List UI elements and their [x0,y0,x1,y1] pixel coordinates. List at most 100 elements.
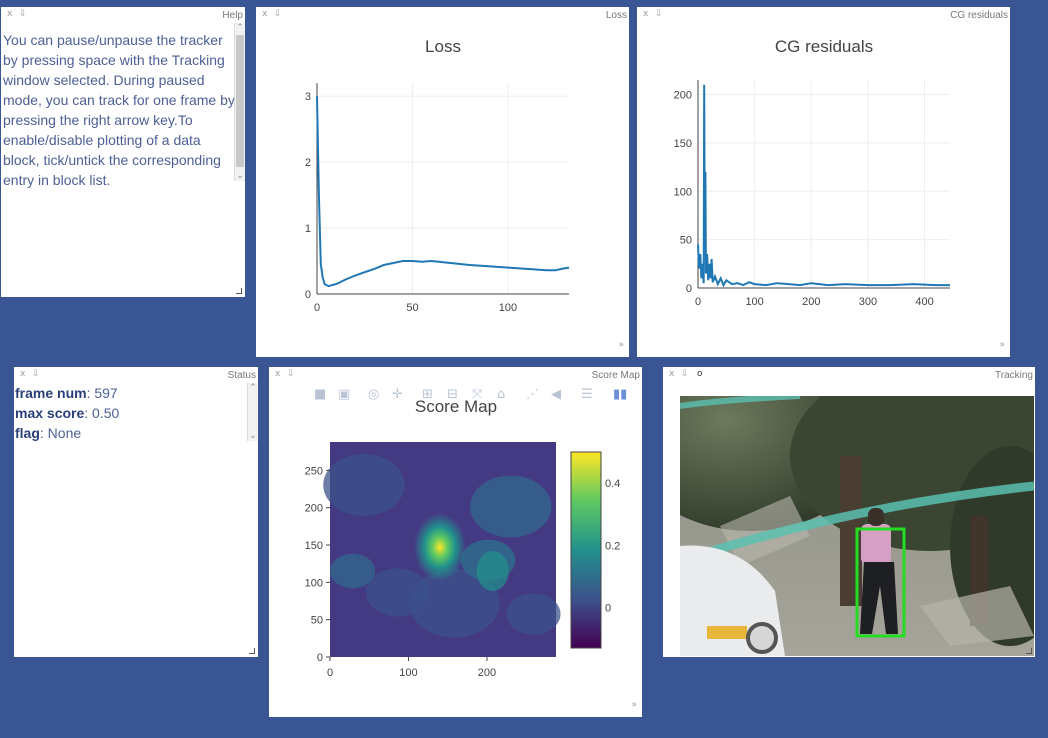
close-icon[interactable]: x [643,9,649,19]
scoremap-header: x ⇩ Score Map [269,367,642,383]
y-tick-label: 200 [305,503,323,515]
help-text: You can pause/unpause the tracker by pre… [3,32,235,188]
heatmap-blob [330,553,376,589]
hover-closest-icon[interactable]: ◀ [551,387,561,402]
series-line [697,84,950,288]
heatmap-blob [506,593,561,635]
status-label: frame num [15,385,87,401]
zoom-icon[interactable]: ◎ [368,387,380,402]
x-tick-label: 200 [478,667,496,679]
tracking-pane: x ⇩ o Tracking [663,367,1035,657]
pin-icon[interactable]: ⇩ [32,369,40,379]
scoremap-chart[interactable]: Score Map 0 100 200 0 50 100 150 200 250 0 0.2 0.4 [269,367,642,717]
heatmap-blob [366,568,430,617]
pin-icon[interactable]: ⇩ [655,9,663,19]
y-tick-label: 0 [686,283,692,295]
scroll-down-icon[interactable]: ⌄ [249,431,257,441]
cg-chart[interactable]: CG residuals 0 100 200 300 400 0 50 100 150 200 [637,7,1010,357]
cg-pane: x ⇩ CG residuals CG residuals 0 100 200 300 4… [637,7,1010,357]
autoscale-icon[interactable]: ⤧ [472,387,483,402]
y-tick-label: 3 [305,91,311,103]
x-tick-label: 100 [499,302,517,314]
resize-handle[interactable] [236,288,242,294]
status-value: : 597 [86,385,118,401]
close-icon[interactable]: x [262,9,268,19]
close-icon[interactable]: x [20,369,26,379]
status-label: max score [15,405,85,421]
settings-icon[interactable]: o [697,369,703,379]
resize-handle[interactable] [249,648,255,654]
loss-chart[interactable]: Loss 0 50 100 0 1 2 3 [256,7,629,357]
y-tick-label: 0 [317,652,323,664]
pin-icon[interactable]: ⇩ [681,369,689,379]
cg-header: x ⇩ CG residuals [637,7,1010,23]
person-legs [860,562,898,634]
status-list: frame num: 597 max score: 0.50 flag: Non… [15,383,119,443]
y-tick-label: 200 [674,90,692,102]
scroll-up-icon[interactable]: ⌃ [236,23,244,33]
tracking-header: x ⇩ o Tracking [663,367,1035,383]
y-tick-label: 150 [674,138,692,150]
tracking-frame[interactable] [680,396,1034,656]
colorbar-tick-label: 0 [605,603,611,615]
y-tick-label: 1 [305,223,311,235]
zoom-out-icon[interactable]: ⊟ [447,387,458,402]
resize-handle[interactable] [1026,648,1032,654]
hover-compare-icon[interactable]: ☰ [581,387,593,402]
status-value: : 0.50 [84,405,120,421]
close-icon[interactable]: x [7,9,13,19]
status-row-frame: frame num: 597 [15,383,119,403]
y-tick-label: 50 [680,235,692,247]
pan-icon[interactable]: ✛ [392,387,403,402]
x-tick-label: 0 [314,302,320,314]
scroll-up-icon[interactable]: ⌃ [249,383,257,393]
heatmap-blob [323,454,405,516]
heatmap-peak [413,513,466,582]
scroll-down-icon[interactable]: ⌄ [236,171,244,181]
x-tick-label: 100 [745,296,763,308]
camera-icon[interactable]: ■ [314,387,327,402]
y-tick-label: 250 [305,465,323,477]
status-label: flag [15,425,40,441]
loss-header: x ⇩ Loss [256,7,629,23]
x-tick-label: 100 [399,667,417,679]
person-head [868,508,884,526]
status-header: x ⇩ Status [14,367,258,383]
pane-title: Score Map [591,370,640,381]
y-tick-label: 50 [311,615,323,627]
colorbar [570,451,602,649]
pane-title: Loss [605,10,627,21]
expand-icon[interactable]: » [618,340,624,350]
close-icon[interactable]: x [669,369,675,379]
help-scrollbar[interactable]: ⌃ ⌄ [234,23,245,181]
y-tick-label: 0 [305,289,311,301]
pin-icon[interactable]: ⇩ [19,9,27,19]
zoom-in-icon[interactable]: ⊞ [422,387,433,402]
curb [920,586,1034,646]
status-scrollbar[interactable]: ⌃ ⌄ [247,383,258,441]
expand-icon[interactable]: » [631,700,637,710]
home-icon[interactable]: ⌂ [497,387,506,402]
heatmap-blob [409,568,500,638]
expand-icon[interactable]: » [999,340,1005,350]
pin-icon[interactable]: ⇩ [274,9,282,19]
x-tick-label: 0 [327,667,333,679]
save-icon[interactable]: ▣ [338,387,351,402]
close-icon[interactable]: x [275,369,281,379]
person-torso [861,524,891,564]
pin-icon[interactable]: ⇩ [287,369,295,379]
help-header: x ⇩ Help [1,7,245,23]
chart-title: Score Map [415,397,497,416]
plotly-logo-icon[interactable]: ▮▮ [613,387,628,402]
colorbar-tick-label: 0.4 [605,478,620,490]
series-line [316,96,570,288]
chart-title: Loss [425,37,461,56]
pane-title: CG residuals [950,10,1008,21]
x-tick-label: 50 [406,302,418,314]
spike-lines-icon[interactable]: ⋰ [526,387,539,402]
chart-title: CG residuals [775,37,873,56]
tree-trunk [840,456,862,606]
scoremap-pane: x ⇩ Score Map ■ ▣ ◎ ✛ ⊞ ⊟ ⤧ ⌂ ⋰ ◀ ☰ ▮▮ S… [269,367,642,717]
license-plate [707,626,747,639]
scroll-thumb[interactable] [236,35,244,167]
